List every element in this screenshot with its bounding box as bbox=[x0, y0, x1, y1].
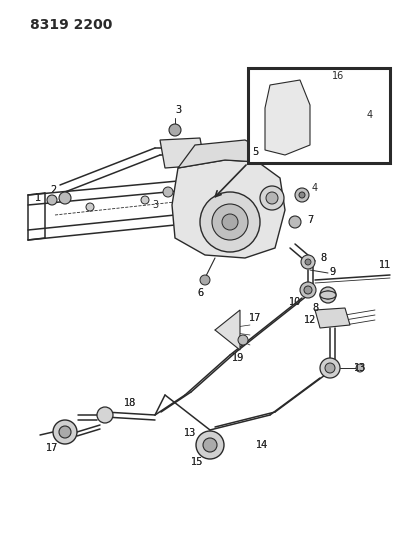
Text: 10: 10 bbox=[288, 297, 300, 307]
Circle shape bbox=[323, 291, 331, 299]
Text: 6: 6 bbox=[196, 288, 202, 298]
Text: 3: 3 bbox=[175, 105, 181, 115]
Circle shape bbox=[298, 192, 304, 198]
Text: 1: 1 bbox=[35, 193, 41, 203]
Circle shape bbox=[288, 216, 300, 228]
Circle shape bbox=[259, 186, 283, 210]
Circle shape bbox=[163, 187, 173, 197]
Text: 18: 18 bbox=[124, 398, 136, 408]
Circle shape bbox=[53, 420, 77, 444]
Circle shape bbox=[324, 363, 334, 373]
Text: 16: 16 bbox=[331, 71, 343, 81]
Text: 19: 19 bbox=[231, 353, 243, 363]
Text: 11: 11 bbox=[378, 260, 390, 270]
Polygon shape bbox=[178, 140, 264, 168]
Text: 8: 8 bbox=[311, 303, 317, 313]
Polygon shape bbox=[264, 80, 309, 155]
Circle shape bbox=[86, 203, 94, 211]
Circle shape bbox=[319, 358, 339, 378]
Text: 4: 4 bbox=[366, 110, 372, 120]
Text: 10: 10 bbox=[288, 297, 300, 307]
Text: 5: 5 bbox=[251, 147, 258, 157]
Circle shape bbox=[47, 195, 57, 205]
Circle shape bbox=[303, 286, 311, 294]
Text: 2: 2 bbox=[50, 185, 56, 195]
Polygon shape bbox=[214, 310, 239, 350]
Circle shape bbox=[237, 335, 247, 345]
Text: 5: 5 bbox=[251, 147, 258, 157]
Circle shape bbox=[59, 192, 71, 204]
Text: 13: 13 bbox=[183, 428, 196, 438]
Text: 12: 12 bbox=[303, 315, 315, 325]
Text: 17: 17 bbox=[248, 313, 261, 323]
Text: 6: 6 bbox=[196, 288, 202, 298]
Text: 7: 7 bbox=[306, 215, 312, 225]
Circle shape bbox=[200, 192, 259, 252]
Circle shape bbox=[97, 407, 113, 423]
Circle shape bbox=[337, 108, 357, 128]
Text: 3: 3 bbox=[152, 200, 158, 210]
Text: 8: 8 bbox=[319, 253, 325, 263]
Text: 7: 7 bbox=[306, 215, 312, 225]
Text: 14: 14 bbox=[255, 440, 267, 450]
Circle shape bbox=[211, 204, 247, 240]
Text: 13: 13 bbox=[353, 363, 365, 373]
Text: 17: 17 bbox=[248, 313, 261, 323]
Text: 9: 9 bbox=[328, 267, 334, 277]
Bar bbox=[247, 68, 389, 163]
Text: 3: 3 bbox=[175, 105, 181, 115]
Text: 19: 19 bbox=[231, 353, 243, 363]
Circle shape bbox=[141, 196, 148, 204]
Circle shape bbox=[299, 282, 315, 298]
Polygon shape bbox=[160, 138, 204, 168]
Circle shape bbox=[196, 431, 223, 459]
Circle shape bbox=[202, 438, 216, 452]
Circle shape bbox=[342, 113, 352, 123]
Text: 11: 11 bbox=[378, 260, 390, 270]
Text: 2: 2 bbox=[50, 185, 56, 195]
Circle shape bbox=[294, 188, 308, 202]
Text: 15: 15 bbox=[190, 457, 203, 467]
Text: 1: 1 bbox=[35, 193, 41, 203]
Text: 14: 14 bbox=[255, 440, 267, 450]
Text: 8: 8 bbox=[319, 253, 325, 263]
Circle shape bbox=[319, 287, 335, 303]
Polygon shape bbox=[314, 308, 349, 328]
Text: 9: 9 bbox=[328, 267, 334, 277]
Circle shape bbox=[59, 426, 71, 438]
Circle shape bbox=[169, 124, 180, 136]
Circle shape bbox=[221, 214, 237, 230]
Circle shape bbox=[304, 259, 310, 265]
Text: 17: 17 bbox=[46, 443, 58, 453]
Text: 18: 18 bbox=[124, 398, 136, 408]
Text: 8319 2200: 8319 2200 bbox=[30, 18, 112, 32]
Text: 12: 12 bbox=[303, 315, 315, 325]
Circle shape bbox=[200, 275, 209, 285]
Text: 17: 17 bbox=[46, 443, 58, 453]
Text: 13: 13 bbox=[183, 428, 196, 438]
Circle shape bbox=[355, 364, 363, 372]
Text: 4: 4 bbox=[311, 183, 317, 193]
Ellipse shape bbox=[319, 291, 335, 299]
Polygon shape bbox=[172, 160, 284, 258]
Text: 8: 8 bbox=[311, 303, 317, 313]
Circle shape bbox=[265, 192, 277, 204]
Text: 13: 13 bbox=[353, 363, 365, 373]
Circle shape bbox=[300, 255, 314, 269]
Text: 15: 15 bbox=[190, 457, 203, 467]
